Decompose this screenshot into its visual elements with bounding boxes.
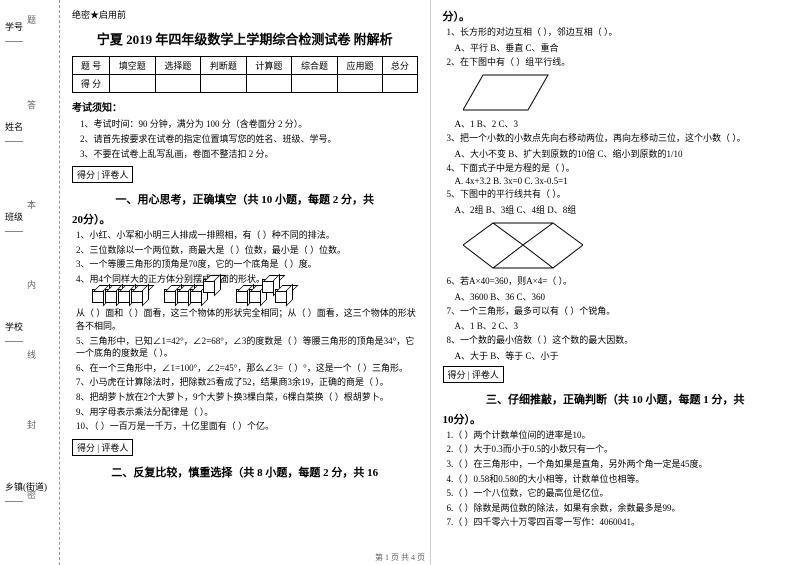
seal-text: 本 <box>25 200 38 209</box>
question: 8、一个数的最小倍数（ ）这个数的最大因数。 <box>447 334 789 347</box>
options: A、大小不变 B、扩大到原数的10倍 C、缩小到原数的1/10 <box>455 147 789 160</box>
left-column: 绝密★启用前 宁夏 2019 年四年级数学上学期综合检测试卷 附解析 题 号 填… <box>60 0 431 565</box>
question: 4、下面式子中是方程的是（ ）。 <box>447 162 789 175</box>
field-id: 学号____ <box>5 20 23 43</box>
question: 1.（ ）两个计数单位间的进率是10。 <box>447 429 789 442</box>
question: 9、用字母表示乘法分配律是（ ）。 <box>76 406 418 419</box>
section-points: 20分）。 <box>72 211 418 227</box>
row-label: 得 分 <box>73 75 110 93</box>
field-label: 姓名 <box>5 122 23 132</box>
th: 题 号 <box>73 57 110 75</box>
field-label: 班级 <box>5 212 23 222</box>
question: 2、三位数除以一个两位数，商最大是（ ）位数，最小是（ ）位数。 <box>76 244 418 257</box>
seal-text: 线 <box>25 350 38 359</box>
question: 3、一个等腰三角形的顶角是70度，它的一个底角是（ ）度。 <box>76 258 418 271</box>
exam-title: 宁夏 2019 年四年级数学上学期综合检测试卷 附解析 <box>72 29 418 48</box>
right-column: 分）。 1、长方形的对边互相（ ），邻边互相（ ）。 A、平行 B、垂直 C、重… <box>431 0 800 565</box>
marker-label: 评卷人 <box>472 370 499 380</box>
section-title: 一、用心思考，正确填空（共 10 小题，每题 2 分，共 <box>72 191 418 207</box>
score-label: 得分 <box>77 170 95 180</box>
notice-title: 考试须知： <box>72 99 418 114</box>
seal-text: 封 <box>25 420 38 429</box>
th: 综合题 <box>292 57 338 75</box>
question: 7、一个三角形，最多可以有（ ）个锐角。 <box>447 305 789 318</box>
seal-text: 内 <box>25 280 38 289</box>
options: A、3600 B、36 C、360 <box>455 290 789 303</box>
options: A、1 B、2 C、3 <box>455 319 789 332</box>
options: A、2组 B、3组 C、4组 D、8组 <box>455 203 789 216</box>
question: 2、在下图中有（ ）组平行线。 <box>447 56 789 69</box>
question: 5、下图中的平行线共有（ ）。 <box>447 188 789 201</box>
th: 判断题 <box>201 57 247 75</box>
field-label: 学校 <box>5 322 23 332</box>
section-title: 三、仔细推敲，正确判断（共 10 小题，每题 1 分，共 <box>443 391 789 407</box>
question: 3.（ ）在三角形中，一个角如果是直角，另外两个角一定是45度。 <box>447 458 789 471</box>
th: 应用题 <box>337 57 383 75</box>
section-points: 分）。 <box>443 8 789 24</box>
seal-text: 题 <box>25 15 38 24</box>
cube-figures <box>92 289 418 303</box>
th: 选择题 <box>155 57 201 75</box>
seal-text: 密 <box>25 490 38 499</box>
question: 6.（ ）除数是两位数的除法，如果有余数，余数最多是99。 <box>447 502 789 515</box>
question: 5.（ ）一个八位数，它的最高位是亿位。 <box>447 487 789 500</box>
field-label: 学号 <box>5 22 23 32</box>
field-school: 学校____ <box>5 320 23 343</box>
question: 8、把胡萝卜放在2个大萝卜，9个大萝卜换3棵白菜，6棵白菜换（ ）根胡萝卜。 <box>76 391 418 404</box>
question: 7、小马虎在计算除法时，把除数25看成了52，结果商3余19，正确的商是（ ）。 <box>76 376 418 389</box>
question: 5、三角形中，已知∠1=42°，∠2=68°，∠3的度数是（ ）等腰三角形的顶角… <box>76 335 418 360</box>
options: A. 4x+3.2 B. 3x=0 C. 3x-0.5=1 <box>455 176 789 186</box>
section-title: 二、反复比较，慎重选择（共 8 小题，每题 2 分，共 16 <box>72 464 418 480</box>
score-box: 得分 | 评卷人 <box>72 166 133 183</box>
parallelogram-icon <box>463 70 553 115</box>
question: 6、在一个三角形中，∠1=100°，∠2=45°，那么∠3=（ ）°，这是一个（… <box>76 362 418 375</box>
question: 3、把一个小数的小数点先向右移动两位，再向左移动三位，这个小数（ ）。 <box>447 132 789 145</box>
th: 总分 <box>383 57 417 75</box>
question: 2.（ ）大于0.3而小于0.5的小数只有一个。 <box>447 443 789 456</box>
options: A、1 B、2 C、3 <box>455 117 789 130</box>
question: 7.（ ）四千零六十万零四百零一写作：4060041。 <box>447 516 789 529</box>
marker-label: 评卷人 <box>101 170 128 180</box>
th: 填空题 <box>110 57 156 75</box>
score-box: 得分 | 评卷人 <box>443 366 504 383</box>
notice-item: 2、请首先按要求在试卷的指定位置填写您的姓名、班级、学号。 <box>80 132 418 145</box>
page-footer: 第 1 页 共 4 页 <box>0 552 800 563</box>
question: 4、用4个同样大的正方体分别摆成下面的形状。 <box>76 273 418 286</box>
th: 计算题 <box>246 57 292 75</box>
options: A、平行 B、垂直 C、重合 <box>455 41 789 54</box>
notice-item: 1、考试时间：90 分钟，满分为 100 分（含卷面分 2 分）。 <box>80 117 418 130</box>
section-points: 10分）。 <box>443 411 789 427</box>
field-class: 班级____ <box>5 210 23 233</box>
marker-label: 评卷人 <box>101 443 128 453</box>
score-label: 得分 <box>77 443 95 453</box>
question: 从（ ）面和（ ）面看，这三个物体的形状完全相同；从（ ）面看，这三个物体的形状… <box>76 307 418 332</box>
question: 1、小红、小军和小明三人排成一排照相，有（ ）种不同的排法。 <box>76 229 418 242</box>
score-label: 得分 <box>448 370 466 380</box>
options: A、大于 B、等于 C、小于 <box>455 349 789 362</box>
secret-label: 绝密★启用前 <box>72 8 418 21</box>
score-box: 得分 | 评卷人 <box>72 439 133 456</box>
rhombus-pair-icon <box>463 218 583 273</box>
question: 10、（ ）一百万是一千万，十亿里面有（ ）个亿。 <box>76 420 418 433</box>
notice-item: 3、不要在试卷上乱写乱画，卷面不整洁扣 2 分。 <box>80 147 418 160</box>
question: 1、长方形的对边互相（ ），邻边互相（ ）。 <box>447 26 789 39</box>
field-name: 姓名____ <box>5 120 23 143</box>
question: 6、若A×40=360，则A×4=（ ）。 <box>447 275 789 288</box>
seal-text: 答 <box>25 100 38 109</box>
question: 4.（ ）0.58和0.580的大小相等，计数单位也相等。 <box>447 473 789 486</box>
score-table: 题 号 填空题 选择题 判断题 计算题 综合题 应用题 总分 得 分 <box>72 56 418 93</box>
binding-margin: 学号____ 姓名____ 班级____ 学校____ 乡镇(街道)____ 题… <box>0 0 60 565</box>
